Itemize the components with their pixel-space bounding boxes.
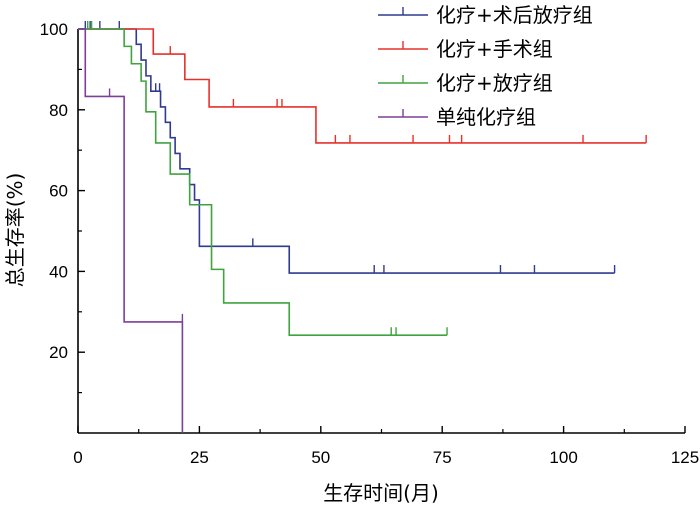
series-line-2 xyxy=(78,28,448,337)
y-tick-label-1: 40 xyxy=(49,262,68,281)
x-tick-label-5: 125 xyxy=(671,448,699,467)
x-tick-label-2: 50 xyxy=(311,448,330,467)
legend-label-1: 化疗+手术组 xyxy=(436,37,553,61)
series-line-1 xyxy=(78,28,647,144)
y-tick-label-2: 60 xyxy=(49,182,68,201)
y-tick-label-0: 20 xyxy=(49,343,68,362)
x-tick-label-3: 75 xyxy=(433,448,452,467)
x-tick-label-4: 100 xyxy=(549,448,577,467)
series-layer xyxy=(78,21,647,433)
x-tick-label-0: 0 xyxy=(73,448,82,467)
legend-label-0: 化疗+术后放疗组 xyxy=(436,3,593,27)
legend-label-2: 化疗+放疗组 xyxy=(436,71,553,95)
legend-label-3: 单纯化疗组 xyxy=(436,105,536,129)
x-axis-title: 生存时间(月) xyxy=(323,481,439,505)
y-axis-title: 总生存率(%) xyxy=(3,173,27,288)
y-tick-label-3: 80 xyxy=(49,101,68,120)
series-line-3 xyxy=(78,28,184,433)
y-tick-label-4: 100 xyxy=(40,20,68,39)
axes: 0 25 50 75 100 125 20 40 60 80 100 xyxy=(40,20,700,467)
series-line-0 xyxy=(78,28,615,274)
x-tick-label-1: 25 xyxy=(190,448,209,467)
